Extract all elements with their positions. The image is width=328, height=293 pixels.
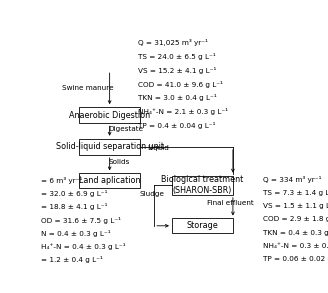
Text: VS = 15.2 ± 4.1 g L⁻¹: VS = 15.2 ± 4.1 g L⁻¹ bbox=[138, 67, 216, 74]
Text: Biological treatment
(SHARON-SBR): Biological treatment (SHARON-SBR) bbox=[161, 176, 244, 195]
Text: TS = 7.3 ± 1.4 g L⁻¹: TS = 7.3 ± 1.4 g L⁻¹ bbox=[263, 189, 328, 196]
FancyBboxPatch shape bbox=[172, 219, 233, 233]
Text: Solid-liquid separation unit: Solid-liquid separation unit bbox=[56, 142, 164, 151]
Text: N = 0.4 ± 0.3 g L⁻¹: N = 0.4 ± 0.3 g L⁻¹ bbox=[41, 230, 111, 237]
FancyBboxPatch shape bbox=[79, 107, 140, 123]
Text: Land aplication: Land aplication bbox=[79, 176, 140, 185]
Text: COD = 2.9 ± 1.8 g L⁻¹: COD = 2.9 ± 1.8 g L⁻¹ bbox=[263, 215, 328, 222]
Text: Storage: Storage bbox=[187, 221, 218, 230]
Text: = 18.8 ± 4.1 g L⁻¹: = 18.8 ± 4.1 g L⁻¹ bbox=[41, 203, 108, 210]
Text: TP = 0.4 ± 0.04 g L⁻¹: TP = 0.4 ± 0.04 g L⁻¹ bbox=[138, 122, 215, 130]
Text: H₄⁺-N = 0.4 ± 0.3 g L⁻¹: H₄⁺-N = 0.4 ± 0.3 g L⁻¹ bbox=[41, 243, 126, 250]
Text: COD = 41.0 ± 9.6 g L⁻¹: COD = 41.0 ± 9.6 g L⁻¹ bbox=[138, 81, 223, 88]
Text: Solids: Solids bbox=[108, 159, 130, 164]
FancyBboxPatch shape bbox=[79, 173, 140, 188]
Text: Sludge: Sludge bbox=[140, 191, 165, 197]
Text: Final effluent: Final effluent bbox=[207, 200, 254, 206]
FancyBboxPatch shape bbox=[79, 139, 140, 155]
Text: TKN = 3.0 ± 0.4 g L⁻¹: TKN = 3.0 ± 0.4 g L⁻¹ bbox=[138, 95, 216, 101]
Text: Swine manure: Swine manure bbox=[62, 85, 113, 91]
Text: Q = 31,025 m³ yr⁻¹: Q = 31,025 m³ yr⁻¹ bbox=[138, 39, 208, 45]
Text: OD = 31.6 ± 7.5 g L⁻¹: OD = 31.6 ± 7.5 g L⁻¹ bbox=[41, 217, 121, 224]
Text: TP = 0.06 ± 0.02 g L⁻¹: TP = 0.06 ± 0.02 g L⁻¹ bbox=[263, 255, 328, 262]
Text: NH₄⁺-N = 0.3 ± 0.3 g L⁻¹: NH₄⁺-N = 0.3 ± 0.3 g L⁻¹ bbox=[263, 242, 328, 248]
Text: VS = 1.5 ± 1.1 g L⁻¹: VS = 1.5 ± 1.1 g L⁻¹ bbox=[263, 202, 328, 209]
Text: Liquid: Liquid bbox=[147, 144, 169, 151]
Text: = 1.2 ± 0.4 g L⁻¹: = 1.2 ± 0.4 g L⁻¹ bbox=[41, 256, 103, 263]
Text: TKN = 0.4 ± 0.3 g L⁻¹: TKN = 0.4 ± 0.3 g L⁻¹ bbox=[263, 229, 328, 236]
FancyBboxPatch shape bbox=[172, 176, 233, 195]
Text: NH₄⁺-N = 2.1 ± 0.3 g L⁻¹: NH₄⁺-N = 2.1 ± 0.3 g L⁻¹ bbox=[138, 108, 228, 115]
Text: Anaerobic Digestion: Anaerobic Digestion bbox=[69, 111, 150, 120]
Text: = 32.0 ± 6.9 g L⁻¹: = 32.0 ± 6.9 g L⁻¹ bbox=[41, 190, 108, 197]
Text: Digestate: Digestate bbox=[108, 126, 143, 132]
Text: = 6 m³ yr⁻¹: = 6 m³ yr⁻¹ bbox=[41, 177, 83, 184]
Text: Q = 334 m³ yr⁻¹: Q = 334 m³ yr⁻¹ bbox=[263, 176, 322, 183]
Text: TS = 24.0 ± 6.5 g L⁻¹: TS = 24.0 ± 6.5 g L⁻¹ bbox=[138, 52, 215, 59]
